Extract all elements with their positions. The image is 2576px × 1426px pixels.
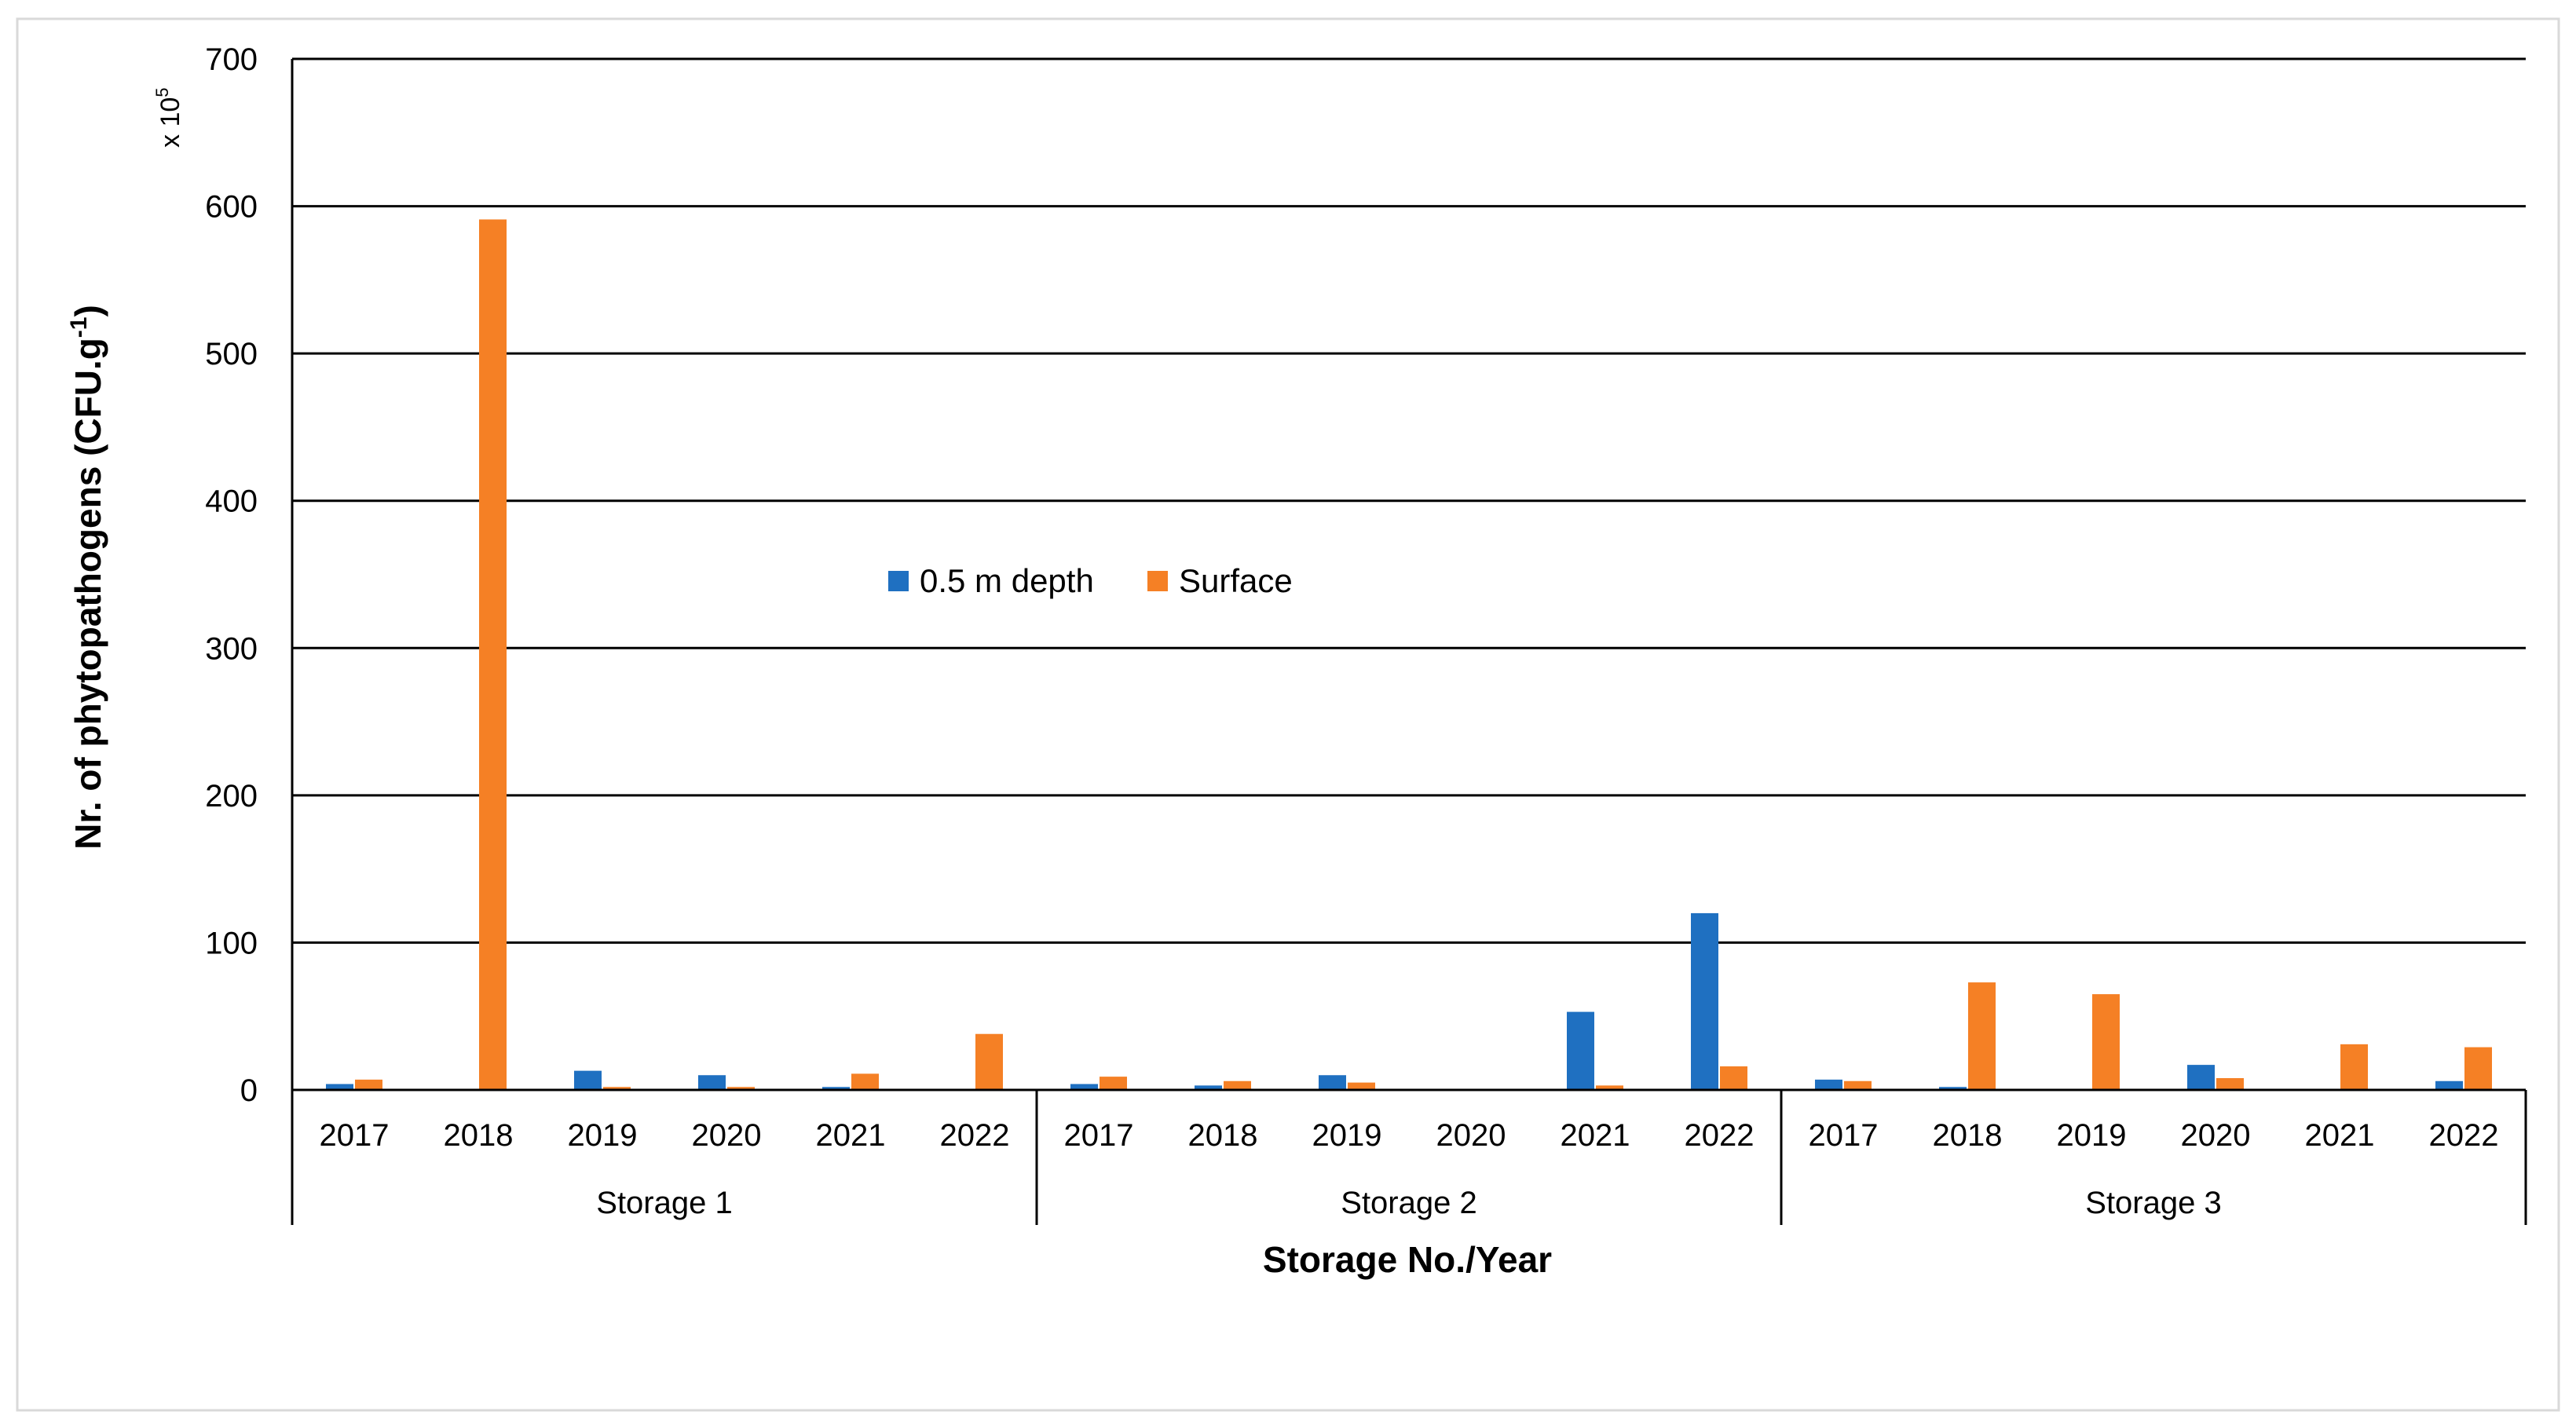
bar-depth	[1567, 1011, 1594, 1090]
bar-surface	[975, 1033, 1003, 1090]
bar-depth	[822, 1087, 850, 1090]
y-tick-label: 300	[205, 631, 258, 666]
bar-depth	[574, 1070, 602, 1090]
y-tick-label: 500	[205, 337, 258, 371]
x-tick-label: 2021	[2305, 1118, 2375, 1153]
x-tick-label: 2022	[1685, 1118, 1755, 1153]
legend-label: Surface	[1179, 562, 1293, 599]
x-tick-label: 2017	[1064, 1118, 1134, 1153]
x-tick-label: 2020	[2181, 1118, 2251, 1153]
y-tick-label: 700	[205, 42, 258, 77]
x-tick-label: 2017	[320, 1118, 390, 1153]
bar-depth	[1939, 1087, 1967, 1090]
x-tick-label: 2022	[2429, 1118, 2499, 1153]
bar-surface	[1224, 1080, 1251, 1090]
bar-surface	[603, 1087, 631, 1090]
bar-surface	[727, 1087, 755, 1090]
group-label: Storage 1	[596, 1186, 732, 1220]
x-axis: 2017 2018 2019 2020 2021 2022 Storage 1 2017 201…	[291, 59, 2527, 1225]
bars	[326, 219, 2492, 1090]
bar-surface	[355, 1079, 382, 1090]
x-tick-label: 2020	[692, 1118, 762, 1153]
bar-depth	[2435, 1080, 2463, 1090]
bar-surface	[2464, 1047, 2492, 1090]
x-tick-label: 2021	[816, 1118, 886, 1153]
y-tick-label: 600	[205, 190, 258, 225]
bar-surface	[2340, 1044, 2368, 1090]
bar-surface	[2092, 994, 2120, 1090]
bar-surface	[1844, 1080, 1872, 1090]
legend-swatch	[1147, 571, 1168, 591]
x-axis-title: Storage No./Year	[1263, 1239, 1552, 1280]
x-tick-label: 2017	[1809, 1118, 1879, 1153]
x-tick-label: 2018	[444, 1118, 514, 1153]
x-tick-label: 2020	[1436, 1118, 1506, 1153]
bar-depth	[1815, 1079, 1842, 1090]
chart-frame	[16, 17, 2560, 1412]
bar-depth	[2187, 1065, 2215, 1090]
bar-surface	[1100, 1077, 1127, 1090]
y-tick-label: 200	[205, 779, 258, 814]
legend: 0.5 m depth Surface	[888, 562, 1293, 599]
group-label: Storage 2	[1341, 1186, 1476, 1220]
bar-surface	[851, 1073, 879, 1090]
bar-depth	[1195, 1085, 1222, 1090]
bar-depth	[1070, 1084, 1098, 1090]
x-tick-label: 2019	[2057, 1118, 2127, 1153]
y-tick-label: 100	[205, 926, 258, 960]
y-tick-labels: 0 100 200 300 400 500 600 700	[205, 42, 258, 1108]
x-tick-label: 2022	[940, 1118, 1010, 1153]
legend-swatch	[888, 571, 909, 591]
y-tick-label: 400	[205, 484, 258, 519]
group-label: Storage 3	[2085, 1186, 2221, 1220]
x-tick-label: 2019	[568, 1118, 638, 1153]
y-axis-title: Nr. of phytopathogens (CFU.g-1)	[66, 305, 108, 850]
bar-surface	[1968, 982, 1996, 1090]
y-multiplier: x 105	[152, 87, 185, 148]
bar-depth	[1319, 1075, 1346, 1090]
legend-label: 0.5 m depth	[920, 562, 1094, 599]
x-tick-label: 2018	[1188, 1118, 1258, 1153]
x-tick-label: 2021	[1561, 1118, 1630, 1153]
y-tick-label: 0	[240, 1073, 258, 1108]
bar-depth	[326, 1084, 353, 1090]
bar-depth	[1691, 912, 1718, 1090]
x-tick-label: 2018	[1933, 1118, 2003, 1153]
bar-surface	[1720, 1066, 1747, 1090]
bar-depth	[698, 1075, 726, 1090]
x-tick-label: 2019	[1312, 1118, 1382, 1153]
bar-surface	[1348, 1082, 1375, 1090]
bar-surface	[479, 219, 507, 1090]
bar-surface	[2216, 1077, 2244, 1090]
bar-surface	[1596, 1085, 1623, 1090]
